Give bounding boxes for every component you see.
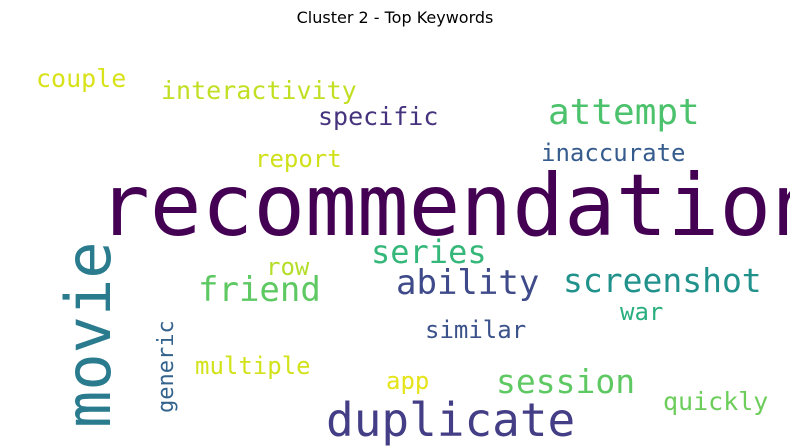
word-series: series [371, 233, 487, 271]
word-war: war [620, 298, 664, 326]
word-similar: similar [425, 316, 527, 344]
word-session: session [496, 362, 636, 401]
word-multiple: multiple [195, 352, 311, 380]
chart-title: Cluster 2 - Top Keywords [296, 8, 494, 27]
word-cloud: recommendation movie duplicate attempt abili… [8, 33, 790, 443]
word-generic: generic [154, 320, 179, 413]
word-recommendation: recommendation [98, 156, 790, 256]
word-attempt: attempt [548, 92, 700, 133]
word-inaccurate: inaccurate [541, 139, 686, 167]
word-specific: specific [318, 102, 439, 131]
word-movie: movie [52, 241, 125, 428]
word-interactivity: interactivity [161, 76, 357, 105]
word-couple: couple [36, 64, 127, 93]
word-screenshot: screenshot [563, 261, 762, 300]
word-row: row [266, 253, 310, 281]
word-friend: friend [198, 270, 321, 310]
word-report: report [255, 145, 342, 173]
word-ability: ability [396, 263, 540, 303]
word-quickly: quickly [663, 387, 769, 416]
word-app: app [386, 367, 430, 395]
word-duplicate: duplicate [326, 393, 576, 447]
